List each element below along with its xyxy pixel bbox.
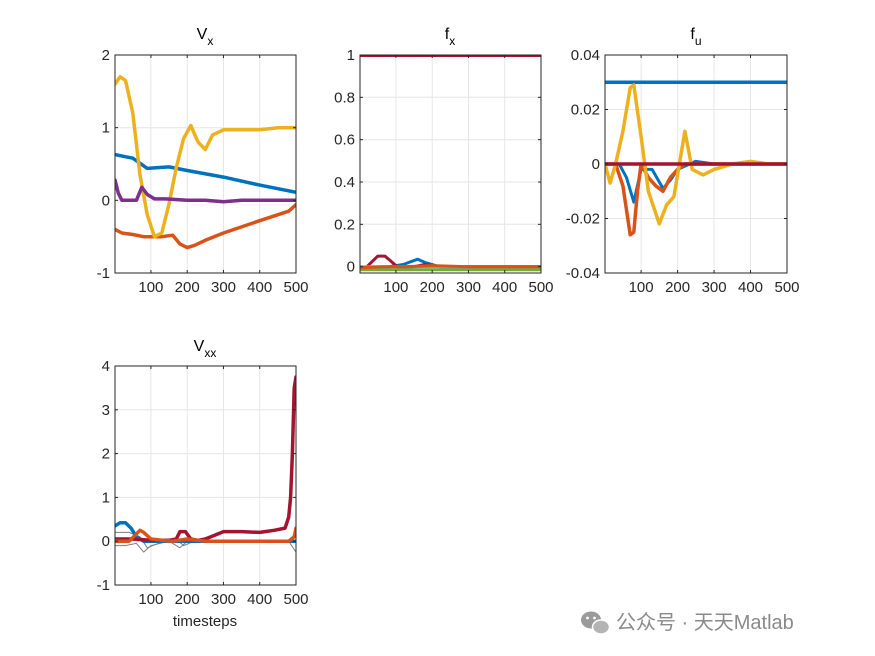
fx-ytick-label: 1 — [347, 47, 355, 64]
fx-ytick-label: 0 — [347, 259, 355, 276]
vx-ytick-label: 1 — [102, 120, 110, 137]
fu-xtick-label: 300 — [702, 279, 727, 296]
vx-series-4 — [115, 178, 296, 204]
fu-ytick-label: 0.04 — [571, 47, 600, 64]
fx-xtick-label: 400 — [492, 279, 517, 296]
watermark: 公众号 · 天天Matlab — [581, 611, 794, 635]
subplot-vxx-title: Vxx — [194, 338, 217, 360]
fu-ytick-label: -0.02 — [566, 211, 600, 228]
vx-series-2 — [115, 202, 296, 250]
fu-xtick-label: 400 — [738, 279, 763, 296]
vx-ytick-label: 0 — [102, 192, 110, 209]
fu-ytick-label: -0.04 — [566, 265, 600, 282]
fx-plot-area — [360, 55, 541, 273]
fx-ytick-label: 0.2 — [334, 216, 355, 233]
vx-series-1 — [115, 152, 296, 195]
wechat-icon — [581, 611, 611, 635]
fu-ytick-label: 0.02 — [571, 102, 600, 119]
vxx-series-5 — [115, 526, 296, 543]
fx-axes-box — [359, 54, 542, 274]
fx-xtick-label: 100 — [383, 279, 408, 296]
fu-xtick-label: 200 — [665, 279, 690, 296]
subplot-vxx-xlabel: timesteps — [173, 613, 237, 630]
vx-xtick-label: 100 — [138, 279, 163, 296]
subplot-fx: fx 100 200 300 400 500 0 0.2 0.4 0.6 0.8 1 — [334, 26, 553, 296]
fx-ytick-label: 0.4 — [334, 174, 355, 191]
fx-xtick-label: 200 — [420, 279, 445, 296]
subplot-vx-title: Vx — [197, 26, 214, 48]
vx-xtick-label: 300 — [211, 279, 236, 296]
fx-xtick-label: 300 — [456, 279, 481, 296]
vxx-axes-box — [114, 365, 297, 586]
vxx-xtick-label: 300 — [211, 591, 236, 608]
vxx-plot-area — [115, 366, 296, 585]
vx-xtick-label: 400 — [247, 279, 272, 296]
subplot-vxx: Vxx timesteps 100 200 300 400 500 -1 0 1 2 3 4 — [97, 338, 309, 630]
vx-ytick-label: -1 — [97, 265, 110, 282]
fx-xtick-label: 500 — [528, 279, 553, 296]
vxx-ytick-label: 2 — [102, 446, 110, 463]
fu-ytick-label: 0 — [592, 156, 600, 173]
vx-xtick-label: 200 — [175, 279, 200, 296]
vxx-xtick-label: 200 — [175, 591, 200, 608]
fu-series-2 — [605, 159, 787, 204]
vxx-xtick-label: 100 — [138, 591, 163, 608]
subplot-fx-title: fx — [445, 26, 455, 48]
fu-xtick-label: 500 — [774, 279, 799, 296]
subplot-vx: Vx 100 200 300 400 500 -1 0 1 2 — [97, 26, 309, 296]
vxx-ytick-label: 4 — [102, 358, 110, 375]
subplot-fu: fu 100 200 300 400 500 -0.04 -0.02 0 0.02 0.04 — [566, 26, 800, 296]
vxx-ytick-label: -1 — [97, 577, 110, 594]
vx-ytick-label: 2 — [102, 47, 110, 64]
fx-ytick-label: 0.6 — [334, 132, 355, 149]
vxx-xtick-label: 400 — [247, 591, 272, 608]
vx-xtick-label: 500 — [283, 279, 308, 296]
vxx-xtick-label: 500 — [283, 591, 308, 608]
watermark-text: 公众号 · 天天Matlab — [616, 611, 794, 634]
vx-series-3 — [115, 75, 296, 239]
vxx-ytick-label: 1 — [102, 489, 110, 506]
vxx-ytick-label: 0 — [102, 533, 110, 550]
vx-axes-box — [114, 54, 297, 274]
subplot-fu-title: fu — [690, 26, 701, 48]
fu-xtick-label: 100 — [629, 279, 654, 296]
fx-ytick-label: 0.8 — [334, 89, 355, 106]
vxx-ytick-label: 3 — [102, 402, 110, 419]
fx-series-5 — [360, 264, 541, 270]
